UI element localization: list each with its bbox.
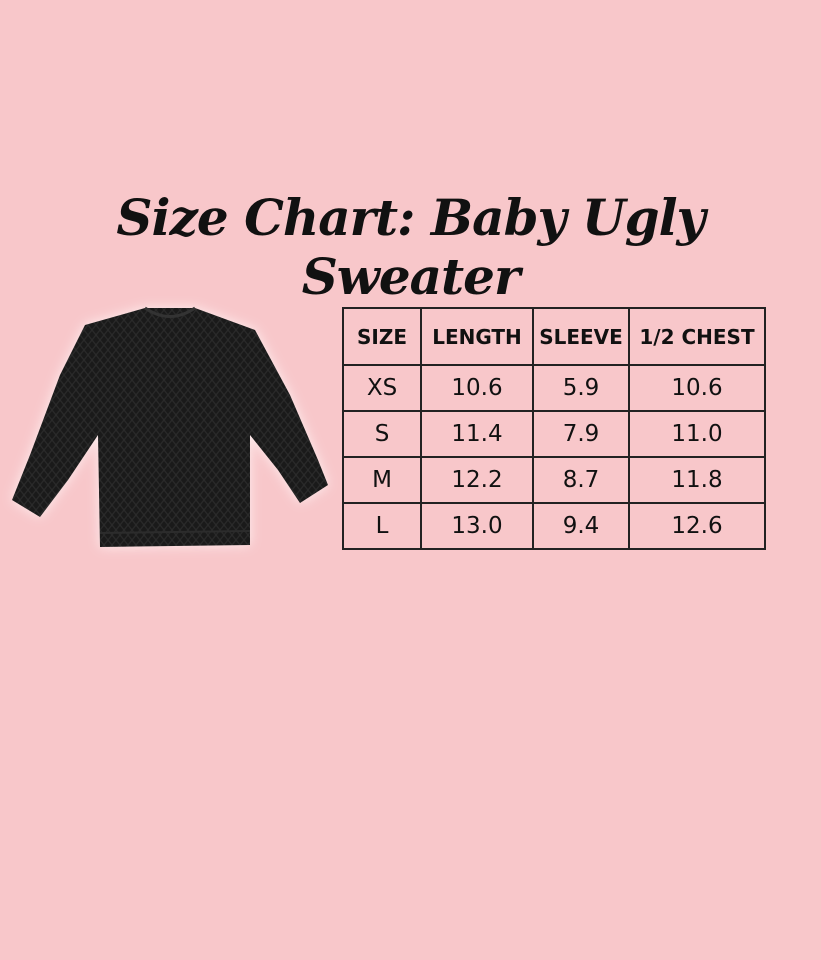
table-row: L 13.0 9.4 12.6 (342, 502, 766, 550)
sweater-image (12, 306, 328, 547)
header-length: LENGTH (420, 307, 534, 366)
cell-length: 12.2 (420, 456, 534, 504)
table-row: M 12.2 8.7 11.8 (342, 456, 766, 504)
size-table: SIZE LENGTH SLEEVE 1/2 CHEST XS 10.6 5.9… (342, 307, 766, 550)
cell-half-chest: 11.0 (628, 410, 766, 458)
cell-half-chest: 12.6 (628, 502, 766, 550)
cell-sleeve: 7.9 (532, 410, 630, 458)
cell-size: XS (342, 364, 422, 412)
cell-sleeve: 8.7 (532, 456, 630, 504)
cell-half-chest: 11.8 (628, 456, 766, 504)
table-row: S 11.4 7.9 11.0 (342, 410, 766, 458)
page-title: Size Chart: Baby Ugly Sweater (116, 188, 705, 306)
header-half-chest: 1/2 CHEST (628, 307, 766, 366)
cell-size: M (342, 456, 422, 504)
table-row: XS 10.6 5.9 10.6 (342, 364, 766, 412)
cell-length: 10.6 (420, 364, 534, 412)
table-header-row: SIZE LENGTH SLEEVE 1/2 CHEST (342, 307, 766, 366)
cell-half-chest: 10.6 (628, 364, 766, 412)
cell-length: 13.0 (420, 502, 534, 550)
header-size: SIZE (342, 307, 422, 366)
cell-length: 11.4 (420, 410, 534, 458)
cell-sleeve: 9.4 (532, 502, 630, 550)
cell-size: S (342, 410, 422, 458)
cell-sleeve: 5.9 (532, 364, 630, 412)
cell-size: L (342, 502, 422, 550)
header-sleeve: SLEEVE (532, 307, 630, 366)
